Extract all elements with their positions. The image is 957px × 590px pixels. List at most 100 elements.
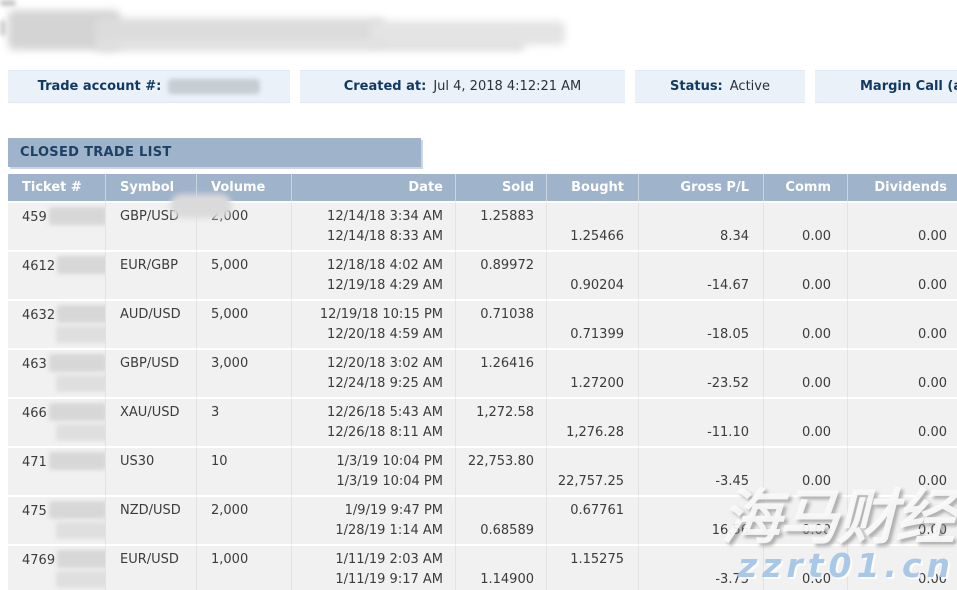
redacted-ticket-blob xyxy=(48,354,105,372)
ticket-cell: 475 xyxy=(8,497,106,546)
symbol-value: XAU/USD xyxy=(120,405,180,420)
gross-pl-value: 8.34 xyxy=(720,229,749,244)
bought-price: 0.90204 xyxy=(570,278,624,293)
trade-row: 4769 EUR/USD 1,000 1/11/19 2:03 AM 1/11/… xyxy=(8,546,957,590)
sold-cell: 0.68589 xyxy=(456,497,547,546)
sold-price xyxy=(456,276,534,296)
sold-cell: 22,753.80 xyxy=(456,448,547,497)
symbol-cell: AUD/USD xyxy=(106,301,197,350)
gross-pl-cell: 8.34 xyxy=(639,203,764,252)
bought-price xyxy=(547,207,624,227)
created-at-cell: Created at: Jul 4, 2018 4:12:21 AM xyxy=(300,70,625,103)
ticket-number: 471 xyxy=(22,455,47,470)
volume-cell: 5,000 xyxy=(197,301,292,350)
dividends-cell: 0.00 xyxy=(848,252,957,301)
volume-cell: 10 xyxy=(197,448,292,497)
sold-price: 1.14900 xyxy=(480,572,534,587)
open-date: 12/20/18 3:02 AM xyxy=(327,356,443,371)
comm-cell: 0.00 xyxy=(764,497,848,546)
bought-price: 0.67761 xyxy=(570,503,624,518)
redacted-title-blob xyxy=(95,40,525,51)
dividends-cell: 0.00 xyxy=(848,203,957,252)
gross-pl-value: -18.05 xyxy=(707,327,749,342)
comm-value: 0.00 xyxy=(802,425,831,440)
symbol-cell: US30 xyxy=(106,448,197,497)
close-date: 12/24/18 9:25 AM xyxy=(327,376,443,391)
bought-price: 1.27200 xyxy=(570,376,624,391)
gross-pl-cell: -23.52 xyxy=(639,350,764,399)
volume-value: 1,000 xyxy=(211,552,249,567)
volume-value: 3 xyxy=(211,405,220,420)
comm-cell: 0.00 xyxy=(764,301,848,350)
symbol-cell: NZD/USD xyxy=(106,497,197,546)
close-date: 12/26/18 8:11 AM xyxy=(327,425,443,440)
comm-cell: 0.00 xyxy=(764,252,848,301)
open-date: 12/19/18 10:15 PM xyxy=(319,307,443,322)
sold-price: 1,272.58 xyxy=(476,405,534,420)
sold-price: 22,753.80 xyxy=(467,454,534,469)
ticket-cell: 4612 xyxy=(8,252,106,301)
date-cell: 12/18/18 4:02 AM 12/19/18 4:29 AM xyxy=(292,252,456,301)
ticket-number: 4632 xyxy=(22,308,56,323)
comm-value: 0.00 xyxy=(802,523,831,538)
symbol-value: NZD/USD xyxy=(120,503,181,518)
gross-pl-cell: -11.10 xyxy=(639,399,764,448)
volume-value: 5,000 xyxy=(211,258,249,273)
redacted-ticket-blob xyxy=(48,207,105,225)
comm-value: 0.00 xyxy=(802,229,831,244)
comm-cell: 0.00 xyxy=(764,203,848,252)
symbol-cell: EUR/USD xyxy=(106,546,197,590)
comm-cell: 0.00 xyxy=(764,399,848,448)
open-date: 1/9/19 9:47 PM xyxy=(344,503,443,518)
bought-price: 1,276.28 xyxy=(566,425,624,440)
gross-pl-cell: -3.75 xyxy=(639,546,764,590)
comm-cell: 0.00 xyxy=(764,546,848,590)
redacted-ticket-blob xyxy=(57,550,105,568)
sold-price xyxy=(456,374,534,394)
sold-price: 0.89972 xyxy=(480,258,534,273)
section-title: CLOSED TRADE LIST xyxy=(20,145,172,160)
open-date: 12/26/18 5:43 AM xyxy=(327,405,443,420)
sold-price: 1.26416 xyxy=(480,356,534,371)
sold-price xyxy=(456,423,534,443)
trade-row: 466 XAU/USD 3 12/26/18 5:43 AM 12/26/18 … xyxy=(8,399,957,448)
date-cell: 1/9/19 9:47 PM 1/28/19 1:14 AM xyxy=(292,497,456,546)
sold-price: 1.25883 xyxy=(480,209,534,224)
comm-cell: 0.00 xyxy=(764,350,848,399)
trade-row: 4612 EUR/GBP 5,000 12/18/18 4:02 AM 12/1… xyxy=(8,252,957,301)
dividends-value: 0.00 xyxy=(918,327,947,342)
redacted-ticket-blob xyxy=(48,452,105,470)
col-header-sold: Sold xyxy=(456,174,547,203)
ticket-cell: 466 xyxy=(8,399,106,448)
bought-price xyxy=(547,305,624,325)
dividends-cell: 0.00 xyxy=(848,350,957,399)
trade-row: 471 US30 10 1/3/19 10:04 PM 1/3/19 10:04… xyxy=(8,448,957,497)
trade-row: 4632 AUD/USD 5,000 12/19/18 10:15 PM 12/… xyxy=(8,301,957,350)
volume-cell: 3 xyxy=(197,399,292,448)
col-header-ticket: Ticket # xyxy=(8,174,106,203)
volume-value: 3,000 xyxy=(211,356,249,371)
bought-cell: 1.15275 xyxy=(547,546,639,590)
bought-cell: 22,757.25 xyxy=(547,448,639,497)
ticket-cell: 4632 xyxy=(8,301,106,350)
volume-value: 10 xyxy=(211,454,228,469)
symbol-value: US30 xyxy=(120,454,155,469)
comm-value: 0.00 xyxy=(802,474,831,489)
symbol-value: EUR/USD xyxy=(120,552,179,567)
gross-pl-cell: -18.05 xyxy=(639,301,764,350)
dividends-value: 0.00 xyxy=(918,474,947,489)
redacted-edge-mark xyxy=(0,20,6,36)
sold-price xyxy=(456,472,534,492)
bought-cell: 1,276.28 xyxy=(547,399,639,448)
col-header-gross-pl: Gross P/L xyxy=(639,174,764,203)
bought-price xyxy=(547,521,624,541)
redacted-ticket-blob xyxy=(48,501,105,519)
bought-cell: 1.27200 xyxy=(547,350,639,399)
bought-cell: 0.90204 xyxy=(547,252,639,301)
sold-cell: 1.26416 xyxy=(456,350,547,399)
sold-cell: 0.71038 xyxy=(456,301,547,350)
ticket-number: 463 xyxy=(22,357,47,372)
status-value: Active xyxy=(729,79,770,94)
gross-pl-cell: -3.45 xyxy=(639,448,764,497)
symbol-cell: XAU/USD xyxy=(106,399,197,448)
